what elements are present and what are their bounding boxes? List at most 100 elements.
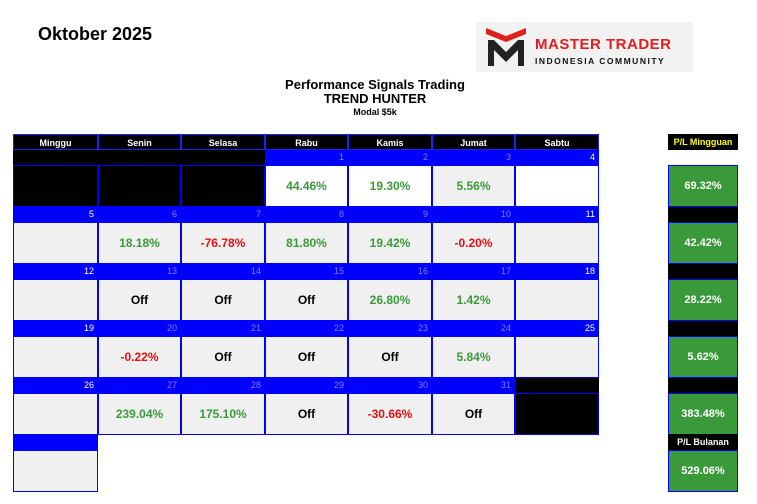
- logo: MASTER TRADER INDONESIA COMMUNITY: [476, 22, 693, 72]
- calendar-grid: Minggu Senin Selasa Rabu Kamis Jumat Sabtu 1 2 3 4…: [13, 134, 599, 438]
- day-header: Minggu: [13, 134, 98, 150]
- date-number: 20: [166, 323, 177, 333]
- date-number: 17: [500, 266, 511, 276]
- date-number: 21: [250, 323, 261, 333]
- result-cell: [13, 279, 98, 321]
- result-cell: 19.42%: [348, 222, 432, 264]
- result-cell: 18.18%: [98, 222, 181, 264]
- capital-label: Modal $5k: [353, 107, 397, 117]
- date-number: 5: [88, 209, 94, 219]
- report-title: Performance Signals Trading: [285, 77, 465, 92]
- week-band: [13, 207, 599, 222]
- date-number: 28: [250, 380, 261, 390]
- result-cell: [515, 165, 599, 207]
- result-cell: 1.42%: [432, 279, 515, 321]
- date-number: 8: [338, 209, 344, 219]
- pl-spacer: [668, 321, 738, 336]
- date-number: 22: [333, 323, 344, 333]
- result-cell: [13, 222, 98, 264]
- date-number: 7: [255, 209, 261, 219]
- result-cell: -30.66%: [348, 393, 432, 435]
- date-number: 11: [585, 209, 595, 219]
- result-cell: [181, 165, 265, 207]
- date-number: 27: [166, 380, 177, 390]
- logo-title: MASTER TRADER: [535, 36, 672, 53]
- pl-spacer: [668, 264, 738, 279]
- result-cell: Off: [348, 336, 432, 378]
- week-band: [13, 321, 599, 336]
- date-number: 10: [500, 209, 511, 219]
- pl-weekly-value: 42.42%: [668, 222, 738, 264]
- result-cell: -0.20%: [432, 222, 515, 264]
- result-cell: [13, 336, 98, 378]
- result-cell: [13, 393, 98, 435]
- pl-weekly-value: 28.22%: [668, 279, 738, 321]
- date-number: 18: [584, 266, 595, 276]
- result-cell: Off: [265, 279, 348, 321]
- result-cell: Off: [98, 279, 181, 321]
- date-number: 6: [171, 209, 177, 219]
- date-number: 1: [338, 152, 344, 162]
- result-cell: -0.22%: [98, 336, 181, 378]
- date-number: 23: [417, 323, 428, 333]
- pl-weekly-header: P/L Mingguan: [668, 134, 738, 150]
- result-cell: 5.56%: [432, 165, 515, 207]
- day-header: Rabu: [265, 134, 348, 150]
- date-number: 26: [83, 380, 94, 390]
- pl-monthly-value: 529.06%: [668, 450, 738, 492]
- result-cell: [515, 336, 599, 378]
- extra-cell: [13, 450, 98, 492]
- date-number: [181, 150, 265, 165]
- date-number: 3: [505, 152, 511, 162]
- result-cell: 26.80%: [348, 279, 432, 321]
- date-number: 14: [250, 266, 261, 276]
- result-cell: [13, 165, 98, 207]
- date-number: 2: [422, 152, 428, 162]
- result-cell: 81.80%: [265, 222, 348, 264]
- result-cell: [515, 393, 599, 435]
- logo-subtitle: INDONESIA COMMUNITY: [535, 56, 666, 66]
- date-number: 16: [417, 266, 428, 276]
- result-cell: [98, 165, 181, 207]
- pl-weekly-value: 383.48%: [668, 393, 738, 435]
- date-number: 12: [83, 266, 94, 276]
- date-number: [13, 150, 98, 165]
- day-header: Sabtu: [515, 134, 599, 150]
- date-number: 31: [500, 380, 511, 390]
- result-cell: Off: [181, 336, 265, 378]
- pl-spacer: [668, 207, 738, 222]
- date-number: 30: [417, 380, 428, 390]
- day-header: Jumat: [432, 134, 515, 150]
- result-cell: 44.46%: [265, 165, 348, 207]
- date-number: [515, 378, 599, 393]
- pl-weekly-value: 5.62%: [668, 336, 738, 378]
- week-band: [13, 378, 599, 393]
- strategy-name: TREND HUNTER: [323, 91, 427, 106]
- pl-weekly-value: 69.32%: [668, 165, 738, 207]
- date-number: [98, 150, 181, 165]
- date-number: 19: [83, 323, 94, 333]
- day-header: Senin: [98, 134, 181, 150]
- date-number: 15: [333, 266, 344, 276]
- result-cell: [515, 279, 599, 321]
- date-number: 25: [584, 323, 595, 333]
- date-number: 29: [333, 380, 344, 390]
- result-cell: Off: [265, 393, 348, 435]
- extra-band: [13, 435, 98, 450]
- day-header: Selasa: [181, 134, 265, 150]
- result-cell: 5.84%: [432, 336, 515, 378]
- week-band: [13, 264, 599, 279]
- pl-monthly-header: P/L Bulanan: [668, 434, 738, 450]
- result-cell: 239.04%: [98, 393, 181, 435]
- date-number: 9: [422, 209, 428, 219]
- result-cell: -76.78%: [181, 222, 265, 264]
- result-cell: 19.30%: [348, 165, 432, 207]
- result-cell: Off: [265, 336, 348, 378]
- date-number: 13: [166, 266, 177, 276]
- result-cell: [515, 222, 599, 264]
- date-number: 4: [589, 152, 595, 162]
- pl-spacer: [668, 378, 738, 393]
- month-title: Oktober 2025: [38, 24, 153, 44]
- master-trader-logo-icon: [486, 28, 526, 66]
- result-cell: Off: [181, 279, 265, 321]
